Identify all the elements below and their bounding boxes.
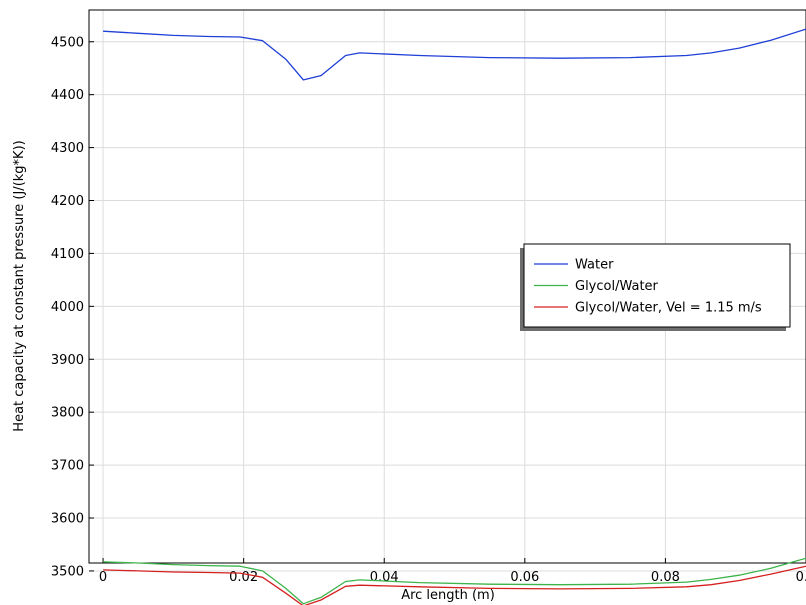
series-line-2 xyxy=(103,565,806,605)
legend-label: Glycol/Water, Vel = 1.15 m/s xyxy=(575,301,762,316)
x-tick-label: 0.06 xyxy=(510,570,539,585)
y-tick-label: 3600 xyxy=(51,512,84,527)
y-tick-label: 3700 xyxy=(51,459,84,474)
y-tick-label: 4400 xyxy=(51,88,84,103)
x-axis-label: Arc length (m) xyxy=(401,588,495,603)
y-tick-label: 3900 xyxy=(51,353,84,368)
series-lines xyxy=(103,28,806,605)
series-line-0 xyxy=(103,28,806,81)
y-tick-label: 4100 xyxy=(51,247,84,262)
legend-box xyxy=(523,243,791,328)
y-tick-label: 3800 xyxy=(51,406,84,421)
x-tick-label: 0.1 xyxy=(796,570,806,585)
x-tick-label: 0.04 xyxy=(370,570,399,585)
y-tick-label: 3500 xyxy=(51,564,84,579)
y-axis-label: Heat capacity at constant pressure (J/(k… xyxy=(12,140,27,431)
x-tick-label: 0.02 xyxy=(229,570,258,585)
plot-area-frame xyxy=(88,9,806,564)
x-tick-label: 0.08 xyxy=(651,570,680,585)
y-tick-label: 4200 xyxy=(51,194,84,209)
legend-label: Glycol/Water xyxy=(575,279,659,294)
y-tick-label: 4300 xyxy=(51,141,84,156)
axis-ticks: 0 0.02 0.04 0.06 0.08 0.1 3500 3600 3700 3800 3900… xyxy=(51,35,806,585)
legend: Water Glycol/Water Glycol/Water, Vel = 1.1… xyxy=(520,243,791,331)
y-tick-label: 4500 xyxy=(51,35,84,50)
legend-label: Water xyxy=(575,258,614,273)
series-line-1 xyxy=(103,557,806,605)
x-tick-label: 0 xyxy=(99,570,107,585)
y-tick-label: 4000 xyxy=(51,300,84,315)
